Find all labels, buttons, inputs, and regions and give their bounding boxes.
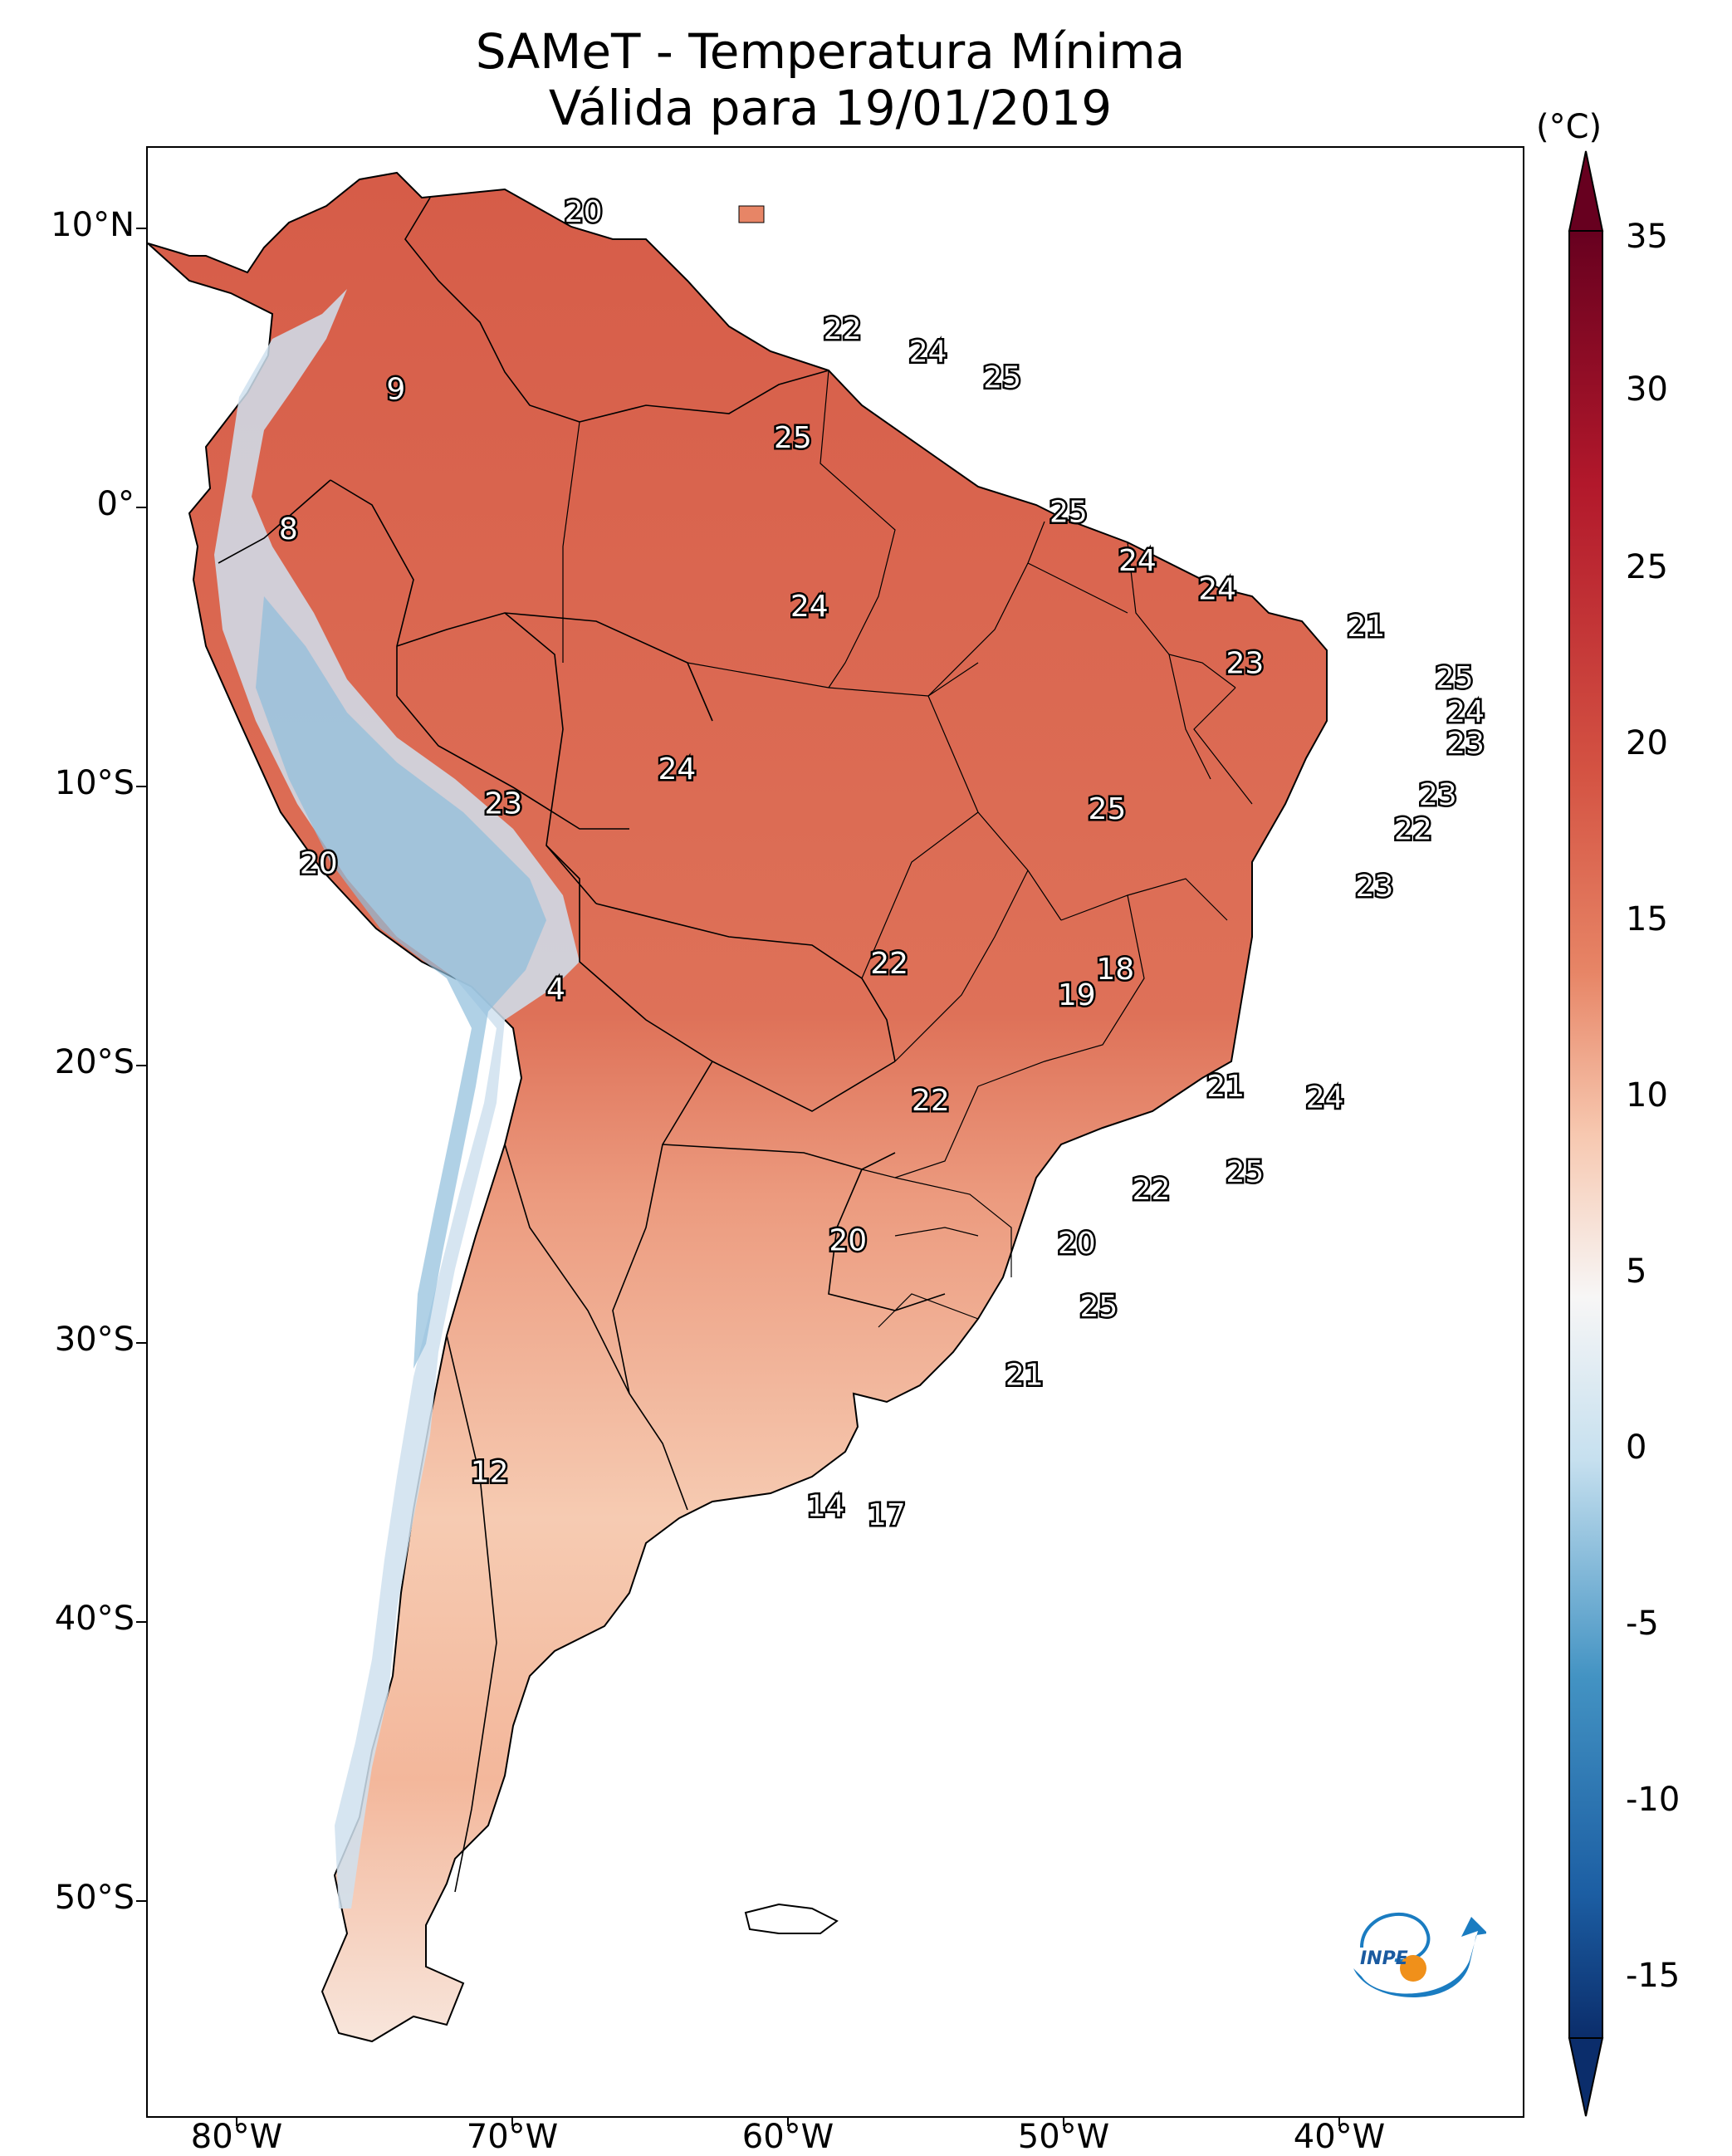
station-value-label: 25 [1436,661,1474,695]
station-value-label: 23 [1419,778,1457,812]
map-title: SAMeT - Temperatura Mínima [475,23,1186,80]
station-value-label: 14 [807,1490,845,1524]
lat-tick [136,1621,146,1623]
station-value-label: 21 [1206,1070,1245,1104]
colorbar [1568,150,1604,2117]
station-value-label: 24 [1306,1081,1344,1115]
station-value-label: 24 [909,336,947,370]
colorbar-bottom-extend [1568,2037,1604,2117]
colorbar-label: 15 [1626,900,1668,938]
south-america-land [148,171,1328,2043]
inpe-logo: INPE [1353,1913,1486,1997]
lat-tick [136,228,146,229]
colorbar-label: 20 [1626,724,1668,762]
station-value-label: 24 [1198,572,1236,606]
lat-label-40s: 40°S [54,1600,135,1638]
station-value-label: 18 [1096,953,1134,987]
station-value-label: 21 [1347,610,1385,644]
colorbar-label: -15 [1626,1957,1681,1995]
state-borders [562,370,1253,1328]
station-value-label: 24 [658,752,696,786]
station-value-label: 24 [1118,544,1157,578]
lat-tick [136,1900,146,1902]
colorbar-body [1568,230,1603,2039]
lat-tick [136,1065,146,1066]
station-value-label: 25 [1226,1155,1264,1189]
station-value-label: 17 [868,1498,906,1532]
station-value-label: 23 [1446,727,1485,761]
falkland-islands [744,1903,839,1934]
colorbar-label: -5 [1626,1605,1659,1643]
map-area: 20 22 24 25 9 25 8 25 24 24 24 21 23 25 24 23 24 23 23 25 22… [146,146,1524,2118]
lat-label-20s: 20°S [54,1043,135,1081]
station-value-label: 25 [983,361,1021,395]
inpe-logo-sun [1400,1955,1426,1982]
lat-tick [136,507,146,508]
station-value-label: 21 [1005,1358,1044,1392]
station-value-label: 20 [565,195,603,229]
station-value-label: 22 [912,1084,950,1118]
inpe-logo-swoosh [1353,1917,1486,1997]
station-value-label: 20 [1058,1227,1096,1261]
station-value-label: 24 [790,590,829,624]
station-value-label: 20 [829,1224,867,1258]
lat-label-0: 0° [96,485,135,523]
station-value-label: 8 [279,512,298,546]
country-borders [218,197,946,1893]
colorbar-label: 25 [1626,548,1668,586]
colorbar-label: 5 [1626,1252,1647,1291]
lon-tick [1338,2116,1340,2126]
lon-tick [236,2116,237,2126]
station-value-label: 23 [1226,647,1264,681]
station-value-label: 23 [1355,870,1393,904]
station-value-label: 20 [300,847,338,881]
station-value-label: 25 [1088,792,1126,826]
colorbar-top-extend [1568,150,1604,232]
station-value-label: 25 [774,421,812,455]
map-subtitle: Válida para 19/01/2019 [548,80,1113,136]
inpe-logo-text: INPE [1360,1948,1408,1969]
colorbar-unit: (°C) [1536,108,1602,146]
lon-tick [1063,2116,1064,2126]
andes-coldest-core [256,596,546,1369]
station-value-label: 25 [1079,1290,1118,1324]
lat-tick [136,1342,146,1344]
station-value-label: 22 [870,947,908,981]
station-value-label: 23 [484,786,522,821]
colorbar-label: 35 [1626,218,1668,256]
station-value-label: 12 [471,1455,509,1489]
lat-label-30s: 30°S [54,1321,135,1359]
lat-label-50s: 50°S [54,1879,135,1917]
lon-tick [511,2116,513,2126]
station-value-label: 4 [546,973,565,1007]
station-value-label: 24 [1446,695,1485,729]
colorbar-label: 30 [1626,370,1668,409]
station-value-label: 19 [1058,978,1096,1012]
lat-label-10n: 10°N [51,206,135,244]
colorbar-label: 10 [1626,1076,1668,1115]
lat-tick [136,786,146,787]
lat-label-10s: 10°S [54,764,135,802]
colorbar-label: 0 [1626,1428,1647,1467]
station-value-label: 22 [1133,1173,1171,1207]
lon-tick [787,2116,789,2126]
station-value-label: 25 [1049,495,1088,529]
caribbean-island [738,205,765,223]
station-value-label: 22 [824,312,862,346]
station-value-label: 22 [1394,812,1432,846]
station-value-label: 9 [386,372,405,406]
colorbar-label: -10 [1626,1781,1681,1819]
